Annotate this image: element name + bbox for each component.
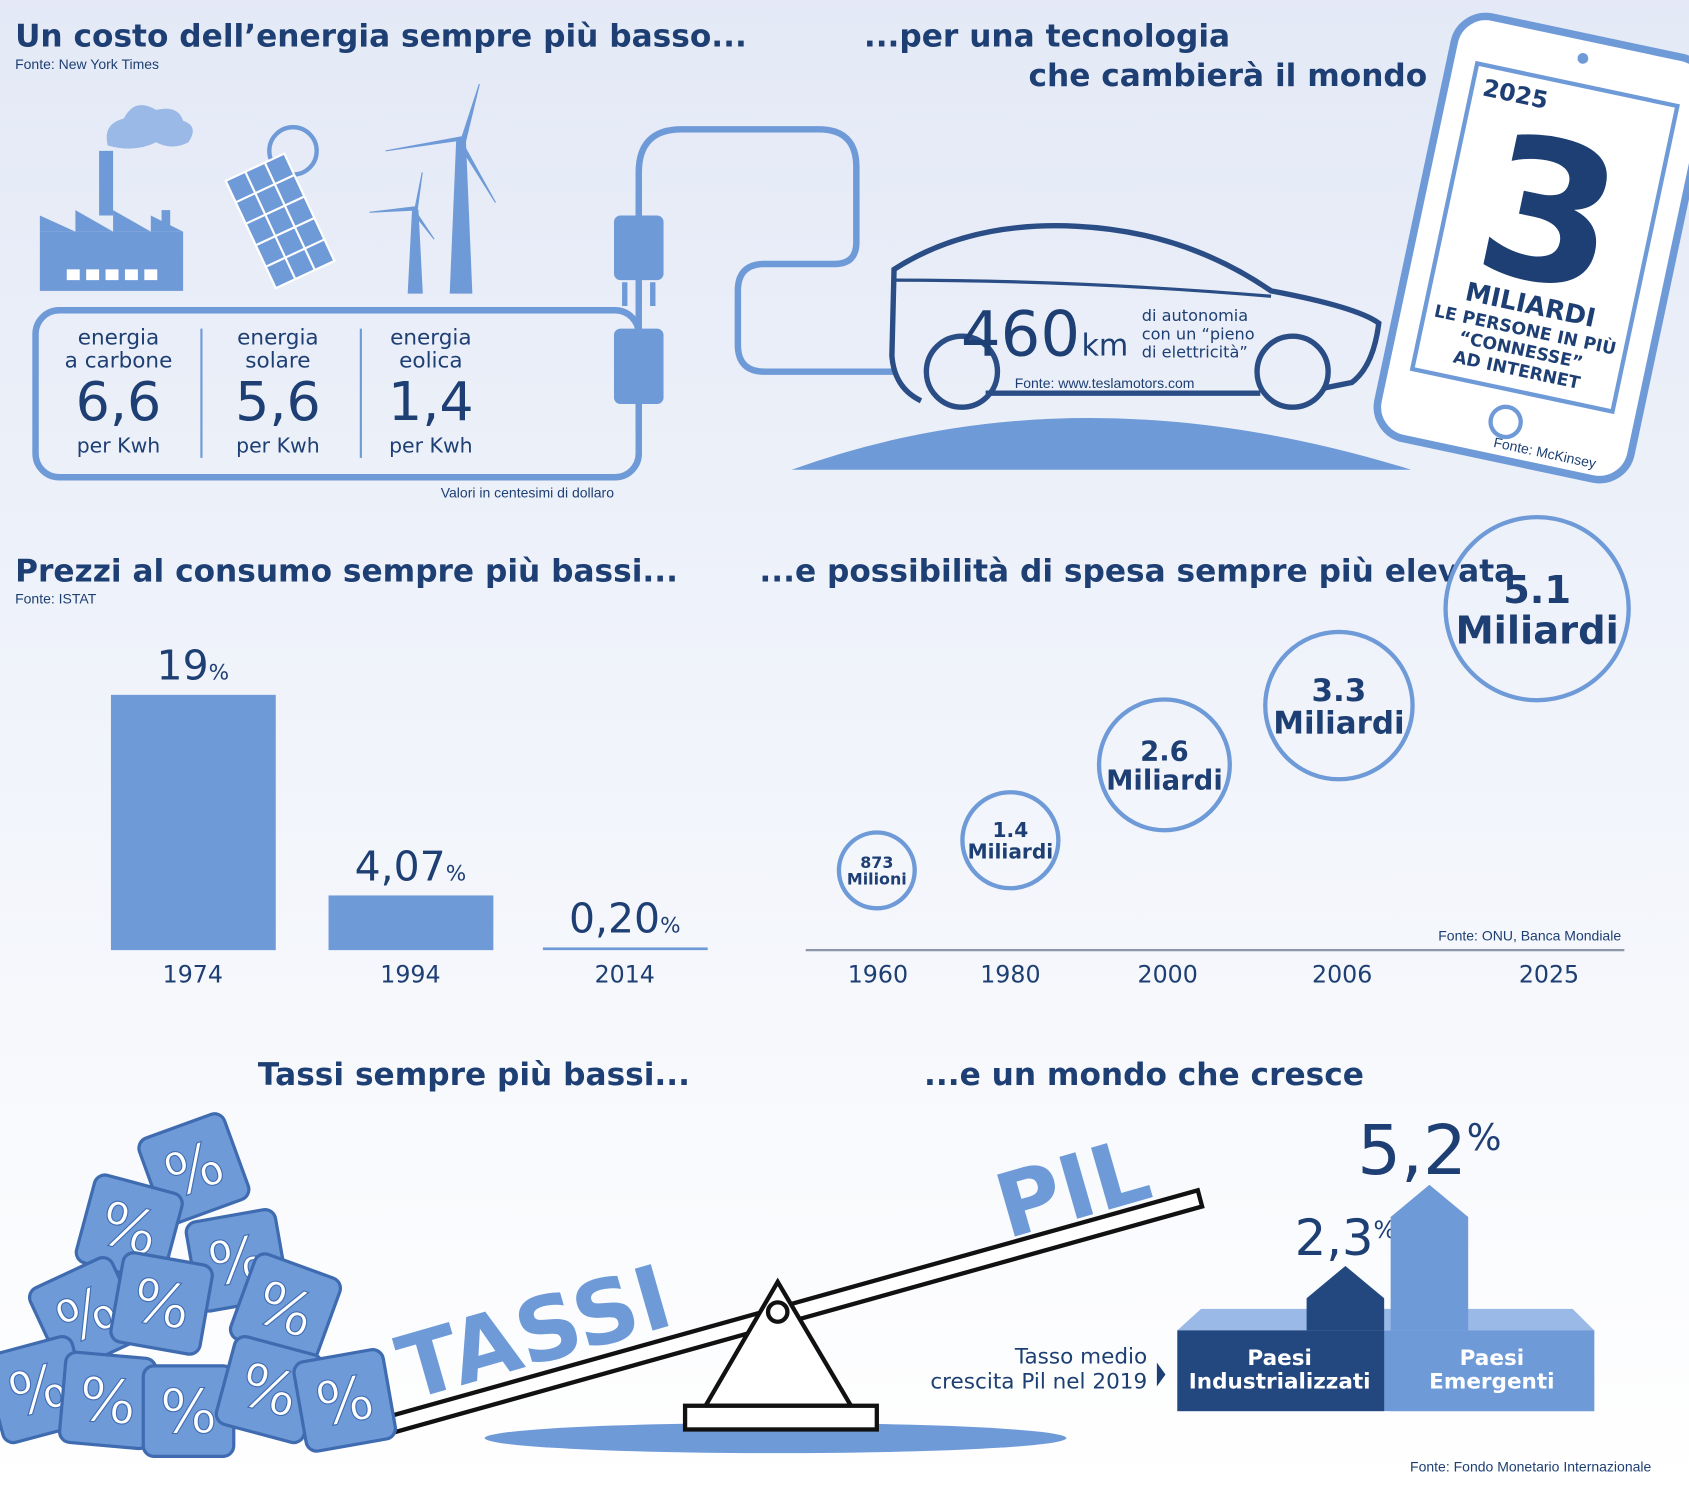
car-value: 460 [961,298,1080,371]
cube-symbol: % [127,1266,196,1345]
value-number: 19 [157,642,209,690]
bubble-value: 3.3 [1312,673,1367,709]
value-number: 4,07 [355,842,446,890]
x-tick-label: 2025 [1519,960,1579,988]
bar [111,695,276,950]
x-tick-label: 2000 [1138,960,1198,988]
label-line: Tasso medio [1014,1345,1147,1370]
x-tick-label: 2014 [595,960,655,988]
energy-unit: per Kwh [389,433,473,457]
title: Prezzi al consumo sempre più bassi... [15,554,678,590]
car-text: con un “pieno [1142,324,1255,343]
bubble-unit: Miliardi [968,839,1054,863]
socket [614,329,664,404]
source: Fonte: Fondo Monetario Internazionale [1410,1458,1651,1474]
bar [543,947,708,950]
energy-unit: per Kwh [236,433,320,457]
energy-unit: per Kwh [77,433,161,457]
source: Fonte: New York Times [15,56,159,72]
title-line: che cambierà il mondo [1029,58,1428,94]
bubble-unit: Milioni [847,870,907,889]
base [685,1406,877,1430]
cube: % [292,1348,397,1453]
category-label: Paesi [1247,1346,1312,1371]
plug [614,215,664,280]
car-text: di autonomia [1142,306,1248,325]
x-tick-label: 2006 [1312,960,1372,988]
car-text: di elettricità” [1142,343,1248,362]
value-unit: % [660,913,680,938]
note: Valori in centesimi di dollaro [441,485,614,501]
source: Fonte: ISTAT [15,590,97,606]
energy-value: 5,6 [235,370,321,433]
category-label: Emergenti [1429,1370,1554,1395]
label-line: crescita Pil nel 2019 [930,1370,1147,1395]
bubble-unit: Miliardi [1273,705,1404,741]
category-label: Industrializzati [1189,1370,1371,1395]
energy-label: energia [78,326,159,351]
source: Fonte: ONU, Banca Mondiale [1438,927,1621,943]
x-tick-label: 1980 [980,960,1040,988]
x-tick-label: 1974 [163,960,223,988]
cube: % [109,1251,214,1356]
title: Tassi sempre più bassi... [258,1057,690,1093]
title: ...e possibilità di spesa sempre più ele… [759,554,1515,590]
energy-label: energia [390,326,471,351]
title: Un costo dell’energia sempre più basso..… [15,18,747,54]
value-number: 5,2 [1357,1111,1467,1191]
x-tick-label: 1960 [848,960,908,988]
value-number: 0,20 [569,894,660,942]
value-unit: % [446,861,466,886]
value-unit: % [209,661,229,686]
category-label: Paesi [1460,1346,1525,1371]
title-line: ...per una tecnologia [864,18,1230,54]
x-tick-label: 1994 [380,960,440,988]
car-unit: km [1081,329,1128,364]
cube-symbol: % [311,1362,380,1441]
value-number: 2,3 [1295,1209,1374,1267]
source: Fonte: www.teslamotors.com [1015,375,1195,391]
bubble-unit: Miliardi [1455,608,1618,653]
bubble-value: 5.1 [1503,568,1571,613]
bubble-value: 2.6 [1140,737,1189,768]
bar [329,895,494,950]
cube-symbol: % [76,1365,139,1440]
infographic: Un costo dell’energia sempre più basso..… [0,0,1689,1492]
energy-label: energia [237,326,318,351]
energy-value: 6,6 [76,370,162,433]
bubble-unit: Miliardi [1106,766,1223,797]
energy-value: 1,4 [388,370,474,433]
value-unit: % [1467,1116,1502,1159]
cube-symbol: % [160,1378,217,1448]
title: ...e un mondo che cresce [924,1057,1364,1093]
